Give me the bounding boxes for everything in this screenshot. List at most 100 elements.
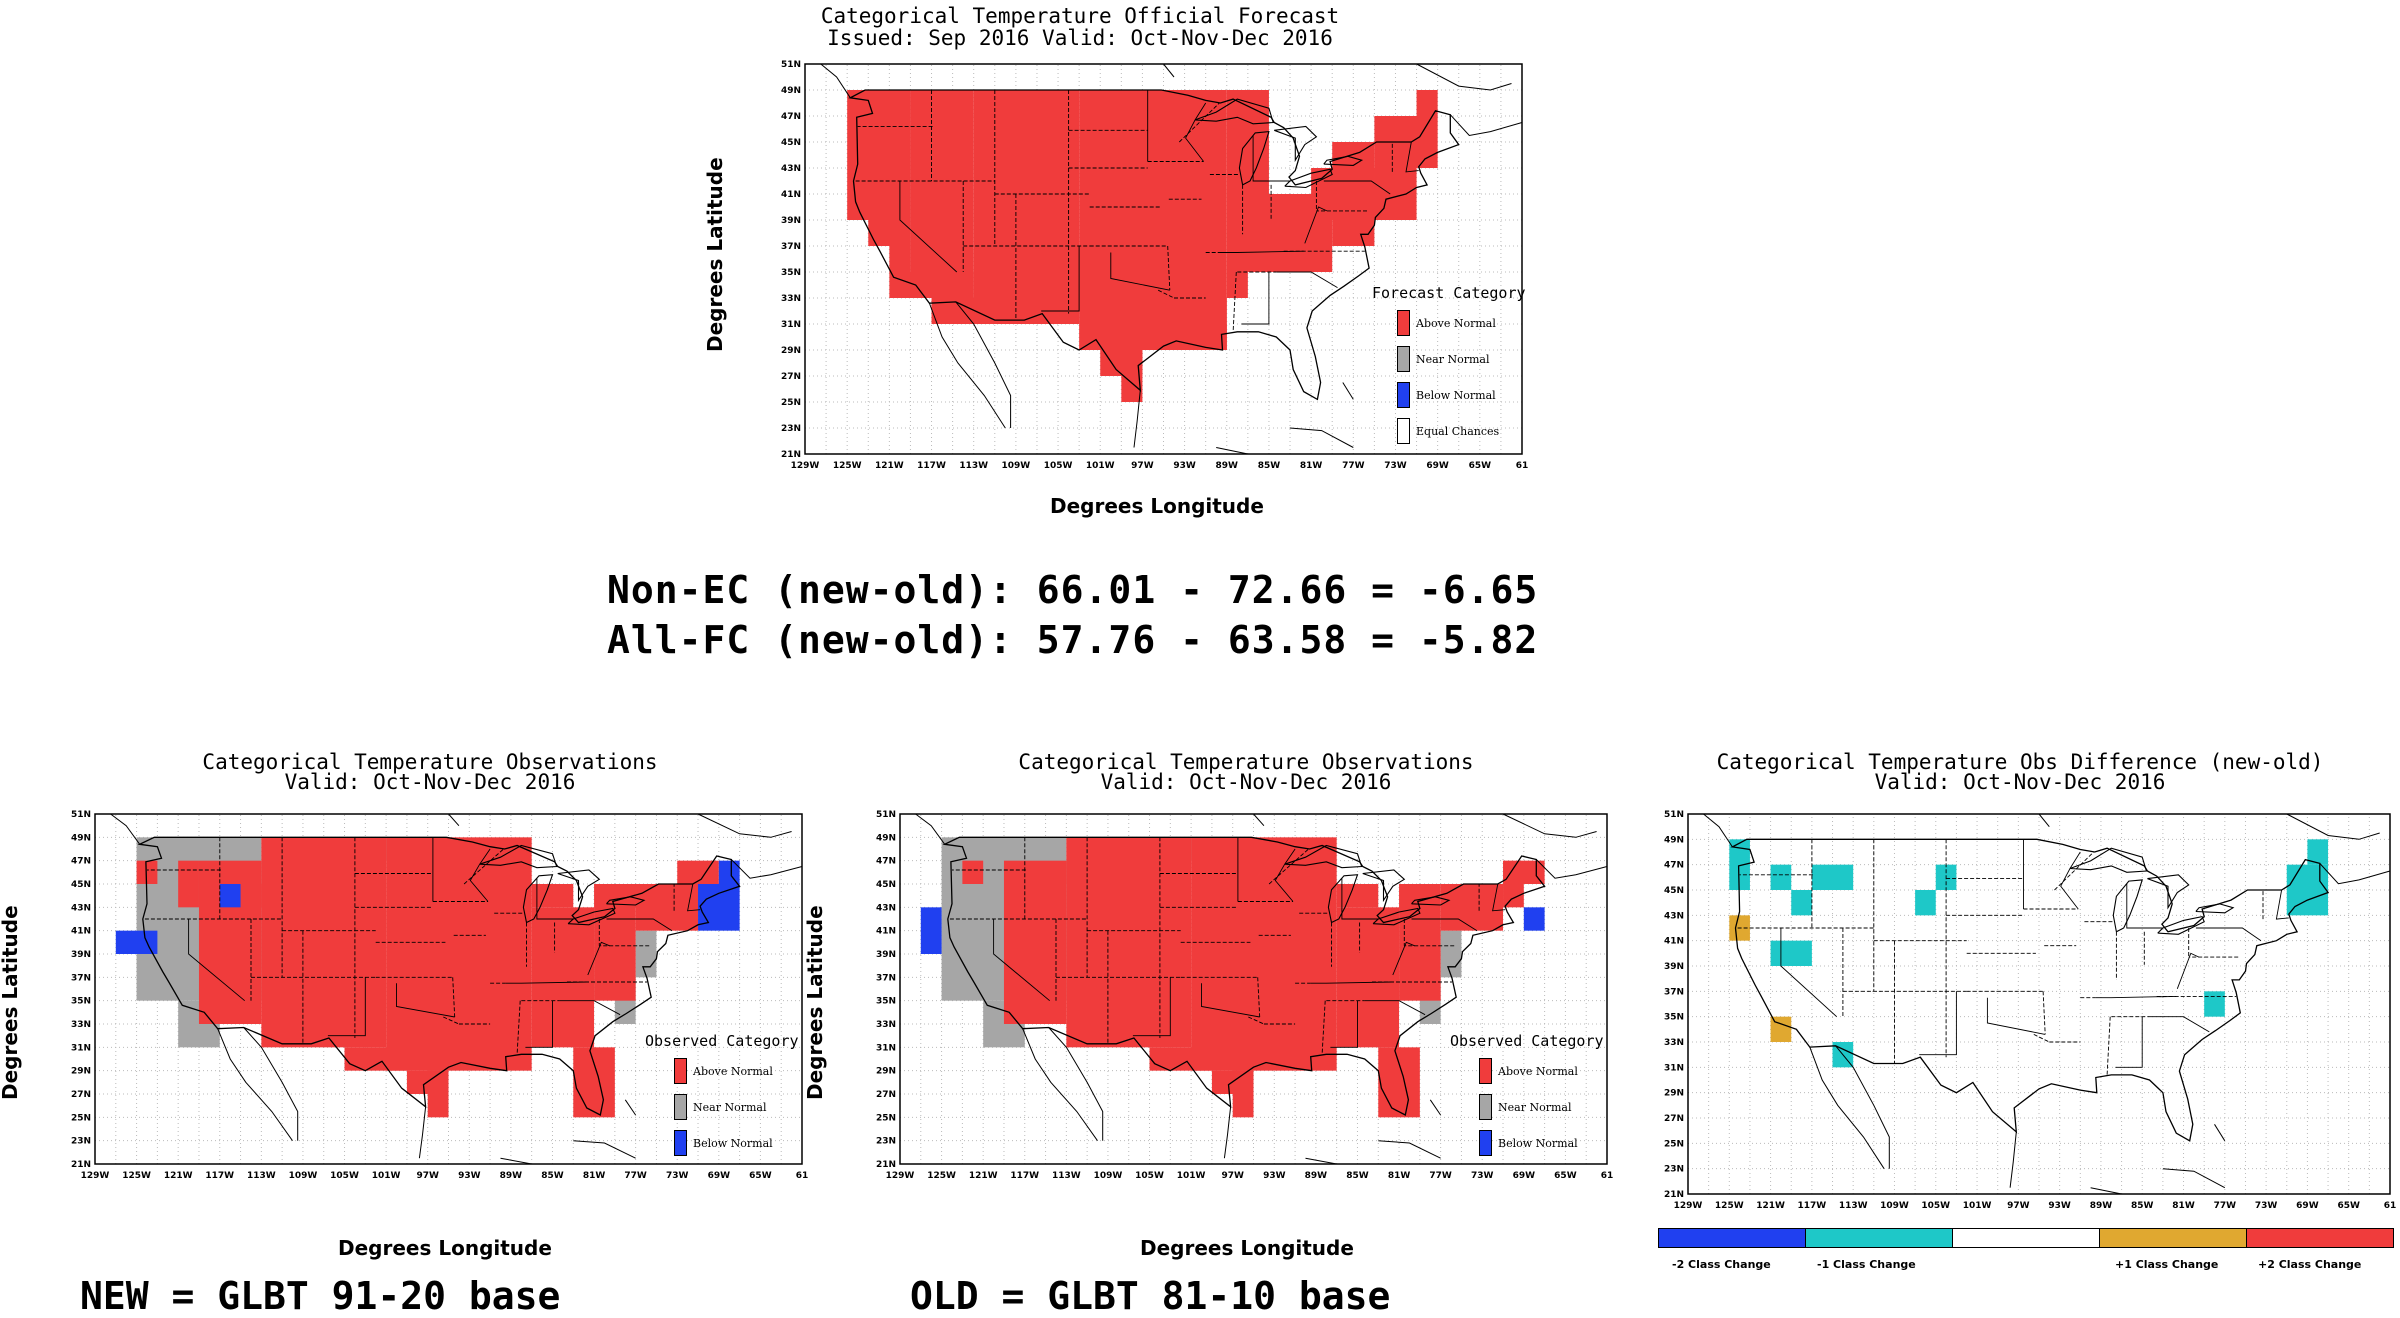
lake-outline [2157,915,2205,935]
state-line [516,1000,521,1055]
lon-tick-label: 109W [1880,1201,1909,1211]
grid-cell [1163,324,1227,350]
state-line [1364,1000,1426,1016]
coastline [1216,447,1249,455]
coastline [820,63,851,99]
grid-cell [962,860,984,884]
coastline [418,1106,427,1159]
grid-cell [1066,860,1088,884]
lon-tick-label: 121W [875,461,904,471]
grid-cell [531,907,595,1048]
lake-outline [1362,869,1406,903]
lon-tick-label: 65W [2337,1201,2360,1211]
lon-tick-label: 85W [541,1171,564,1181]
grid-cell [889,272,974,298]
lon-tick-label: 81W [2172,1201,2195,1211]
us-outline [137,836,741,1116]
colorbar-minus2 [1659,1229,1806,1247]
grid-cell [594,954,636,1001]
legend-label: Below Normal [1498,1136,1578,1150]
lat-tick-label: 39N [781,216,801,226]
lake-outline [2112,879,2143,933]
state-line [469,848,491,902]
state-line [993,919,1050,1002]
coastline [1703,813,1733,848]
grid-cell [1336,907,1400,1048]
grid-cell [240,884,262,908]
legend-swatch [1397,346,1410,372]
forecast-map: 129W 125W 121W 117W 113W 109W 105W 101W 97W 93W 89… [781,60,1528,471]
obs-old-legend-title: Observed Category [1450,1032,1604,1050]
coastline [2319,863,2391,885]
coastline [1835,1045,1890,1169]
grid-cell [718,860,740,884]
legend-swatch [674,1130,687,1156]
state-line [1276,271,1338,288]
map-frame [804,63,1523,455]
lat-tick-label: 31N [1664,1063,1684,1073]
grid-cell [635,930,657,978]
lon-tick-label: 73W [666,1171,689,1181]
coastline [1416,63,1512,91]
lon-tick-label: 89W [2090,1201,2113,1211]
lat-tick-label: 47N [71,857,91,867]
diff-subtitle: Valid: Oct-Nov-Dec 2016 [1874,770,2166,794]
obs-old-xlabel: Degrees Longitude [1140,1236,1354,1260]
legend-swatch [1397,382,1410,408]
lat-tick-label: 39N [71,950,91,960]
grid-cell [847,90,911,220]
lon-tick-label: 69W [2296,1201,2319,1211]
lat-tick-label: 21N [1664,1190,1684,1200]
grid-cell [1461,884,1504,908]
lake-outline [479,844,558,869]
state-line [1341,878,1379,920]
lon-tick-label: 97W [1131,461,1154,471]
lon-tick-label: 97W [2007,1201,2030,1211]
state-line [2033,1033,2050,1043]
coastline [500,1157,532,1165]
grid-cell [1399,954,1441,1001]
lat-tick-label: 47N [876,857,896,867]
lat-tick-label: 41N [71,927,91,937]
grid-cell [178,860,199,908]
state-line [1268,848,1309,885]
state-line [1257,977,1261,1018]
forecast-title: Categorical Temperature Official Forecas… [820,4,1340,28]
state-line [1201,983,1260,1018]
lat-tick-label: 29N [876,1067,896,1077]
lat-tick-label: 49N [781,86,801,96]
grid-cell [910,90,974,298]
lat-tick-label: 43N [876,903,896,913]
grid-cell [1226,272,1248,298]
lon-tick-label: 77W [2214,1201,2237,1211]
lon-tick-label: 129W [791,461,820,471]
state-line [1132,977,1171,1037]
lat-tick-label: 43N [781,164,801,174]
lon-tick-label: 81W [1300,461,1323,471]
coastline [1429,1099,1442,1116]
lat-tick-label: 27N [876,1090,896,1100]
state-line [452,977,456,1018]
coastline [1223,1106,1232,1159]
lat-tick-label: 33N [1664,1038,1684,1048]
all-fc-stat: All-FC (new-old): 57.76 - 63.58 = -5.82 [607,618,1539,662]
lat-tick-label: 23N [1664,1165,1684,1175]
grid-cell [1378,1047,1420,1094]
state-line [1492,883,1506,912]
lat-tick-label: 31N [781,320,801,330]
forecast-xlabel: Degrees Longitude [1050,494,1264,518]
obs-new-panel: Categorical Temperature Observations Val… [0,740,820,1318]
coastline [624,1099,637,1116]
coastline [955,301,1012,428]
lat-tick-label: 33N [876,1020,896,1030]
lon-tick-label: 117W [1798,1201,1827,1211]
grid-cell [1440,930,1462,978]
coastline [448,813,460,827]
lat-tick-label: 41N [1664,937,1684,947]
grid-cell [677,860,719,884]
state-line [463,848,504,885]
lon-tick-label: 101W [372,1171,401,1181]
grid-cell [1770,1016,1792,1042]
obs-new-legend-title: Observed Category [645,1032,799,1050]
grid-cell [1503,860,1545,884]
